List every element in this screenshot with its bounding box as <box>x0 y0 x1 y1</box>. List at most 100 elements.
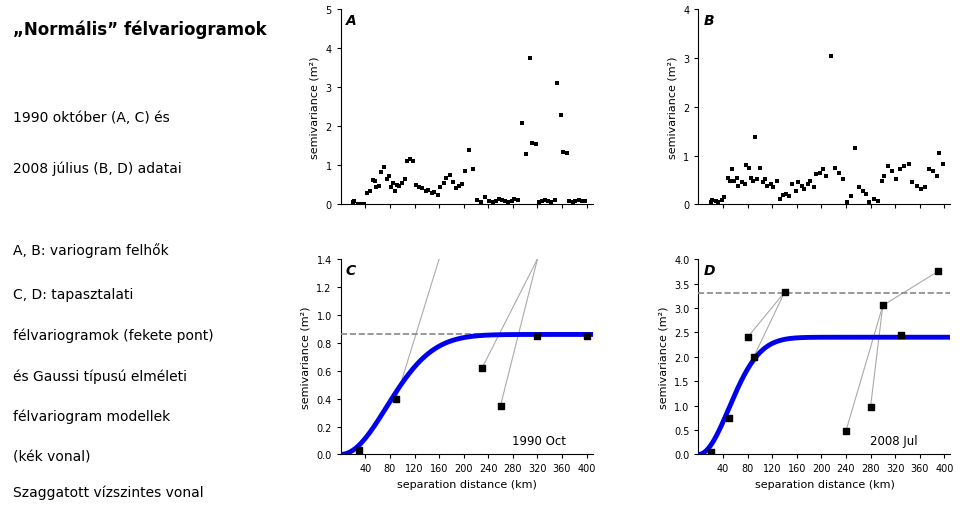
Point <box>383 183 398 191</box>
Point <box>389 395 404 403</box>
Text: 2008 Jul: 2008 Jul <box>870 434 918 447</box>
Point <box>504 197 519 205</box>
Point <box>414 185 429 193</box>
Point <box>376 164 392 172</box>
Point <box>579 332 594 340</box>
Point <box>794 182 809 190</box>
Point <box>500 199 516 207</box>
Point <box>365 177 380 185</box>
Point <box>705 196 720 204</box>
Point <box>455 181 470 189</box>
Point <box>451 182 467 190</box>
Point <box>848 145 863 153</box>
Point <box>803 178 818 186</box>
Point <box>578 197 593 205</box>
Text: Szaggatott vízszintes vonal: Szaggatott vízszintes vonal <box>13 485 204 499</box>
Point <box>402 156 418 164</box>
Point <box>863 403 878 411</box>
Point <box>729 174 744 182</box>
Point <box>498 198 514 206</box>
Point <box>346 199 361 207</box>
Point <box>379 176 395 184</box>
Point <box>858 190 874 198</box>
Point <box>894 331 909 339</box>
Point <box>893 166 908 174</box>
Text: D: D <box>704 264 715 277</box>
Point <box>367 178 382 186</box>
Point <box>494 196 510 205</box>
Point <box>737 180 753 188</box>
Point <box>731 182 746 190</box>
Point <box>930 268 946 276</box>
Point <box>473 199 489 207</box>
Text: 1990 Oct: 1990 Oct <box>512 434 566 447</box>
Point <box>743 174 758 182</box>
Text: félvariogramok (fekete pont): félvariogramok (fekete pont) <box>13 328 214 343</box>
Point <box>352 200 368 209</box>
Point <box>482 198 497 206</box>
Point <box>819 173 834 181</box>
Point <box>540 198 556 206</box>
Point <box>426 188 442 196</box>
Point <box>406 158 421 166</box>
Point <box>363 187 378 195</box>
Point <box>408 181 423 189</box>
Point <box>469 196 485 205</box>
Text: félvariogram modellek: félvariogram modellek <box>13 409 171 424</box>
Point <box>457 168 472 176</box>
Point <box>870 197 885 205</box>
Point <box>772 195 787 203</box>
Point <box>477 194 492 202</box>
Point <box>909 182 924 190</box>
Point <box>935 161 950 169</box>
Point <box>560 149 575 158</box>
Text: C, D: tapasztalati: C, D: tapasztalati <box>13 288 133 302</box>
Point <box>350 200 366 208</box>
Point <box>770 178 785 186</box>
Point <box>843 192 858 200</box>
Point <box>492 402 508 410</box>
Point <box>373 169 389 177</box>
Point <box>855 187 871 195</box>
Point <box>347 198 362 206</box>
Point <box>399 158 415 166</box>
Point <box>562 197 577 205</box>
Point <box>537 196 552 205</box>
Point <box>904 179 920 187</box>
Point <box>492 195 507 203</box>
Point <box>556 148 571 157</box>
Point <box>444 178 460 186</box>
Point <box>733 179 749 187</box>
Point <box>506 195 521 203</box>
Text: 1990 október (A, C) és: 1990 október (A, C) és <box>13 111 170 125</box>
Point <box>522 55 538 63</box>
Point <box>790 179 805 187</box>
Point <box>392 182 407 190</box>
Point <box>412 183 427 191</box>
Point <box>722 414 737 422</box>
Point <box>889 176 904 184</box>
Point <box>461 146 476 155</box>
Point <box>757 176 773 184</box>
Point <box>543 199 559 207</box>
Point <box>515 120 530 128</box>
Point <box>922 166 937 174</box>
Point <box>369 183 384 191</box>
Point <box>749 176 764 184</box>
Point <box>716 193 732 201</box>
Point <box>372 182 387 190</box>
Point <box>525 139 540 147</box>
Point <box>703 448 718 456</box>
Point <box>913 185 928 193</box>
Point <box>565 199 581 207</box>
Point <box>739 162 755 170</box>
Point <box>397 176 413 184</box>
Point <box>486 199 501 207</box>
Point <box>531 199 546 207</box>
Point <box>741 165 756 173</box>
Point <box>720 174 735 182</box>
Point <box>723 178 738 186</box>
Point <box>740 333 756 341</box>
Point <box>439 174 454 182</box>
Point <box>929 173 945 181</box>
